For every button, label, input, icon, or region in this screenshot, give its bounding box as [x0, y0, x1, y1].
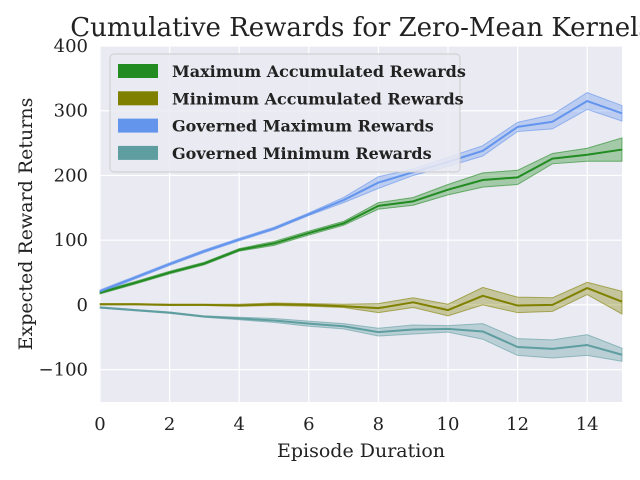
- x-tick-label: 8: [373, 414, 384, 435]
- chart-title: Cumulative Rewards for Zero-Mean Kernels: [70, 13, 640, 43]
- y-axis-ticks: −100 0 100 200 300 400: [39, 36, 88, 381]
- governed-minimum-rewards-legend-label: Governed Minimum Rewards: [172, 144, 432, 163]
- x-tick-label: 2: [164, 414, 175, 435]
- y-axis-label: Expected Reward Returns: [15, 98, 37, 351]
- x-tick-label: 0: [94, 414, 105, 435]
- governed-maximum-rewards-legend-swatch: [118, 118, 158, 133]
- governed-minimum-rewards-legend-swatch: [118, 145, 158, 160]
- x-axis-ticks: 0 2 4 6 8 10 12 14: [94, 414, 598, 435]
- x-tick-label: 12: [506, 414, 529, 435]
- x-tick-label: 10: [437, 414, 460, 435]
- x-tick-label: 14: [576, 414, 599, 435]
- x-tick-label: 4: [233, 414, 244, 435]
- maximum-accumulated-rewards-line: [99, 148, 623, 294]
- y-tick-label: −100: [39, 360, 88, 381]
- y-tick-label: 100: [54, 230, 88, 251]
- x-axis-label: Episode Duration: [277, 440, 445, 462]
- legend: Maximum Accumulated Rewards Minimum Accum…: [109, 53, 466, 173]
- y-tick-label: 300: [54, 101, 88, 122]
- minimum-accumulated-rewards-line: [100, 287, 623, 312]
- governed-maximum-rewards-line: [99, 100, 623, 293]
- maximum-accumulated-rewards-legend-swatch: [118, 64, 158, 78]
- legend-box: [109, 53, 461, 173]
- y-tick-label: 0: [77, 295, 88, 316]
- governed-maximum-rewards-legend-label: Governed Maximum Rewards: [172, 117, 434, 136]
- minimum-accumulated-rewards-legend-label: Minimum Accumulated Rewards: [172, 89, 464, 108]
- governed-minimum-rewards-line: [99, 306, 623, 356]
- governed-minimum-rewards-band: [99, 306, 623, 362]
- y-tick-label: 400: [54, 36, 88, 57]
- y-tick-label: 200: [54, 165, 88, 186]
- maximum-accumulated-rewards-legend-label: Maximum Accumulated Rewards: [172, 62, 466, 81]
- x-tick-label: 6: [303, 414, 314, 435]
- series-lines: [99, 100, 623, 356]
- maximum-accumulated-rewards-band: [99, 137, 623, 295]
- minimum-accumulated-rewards-legend-swatch: [118, 91, 158, 106]
